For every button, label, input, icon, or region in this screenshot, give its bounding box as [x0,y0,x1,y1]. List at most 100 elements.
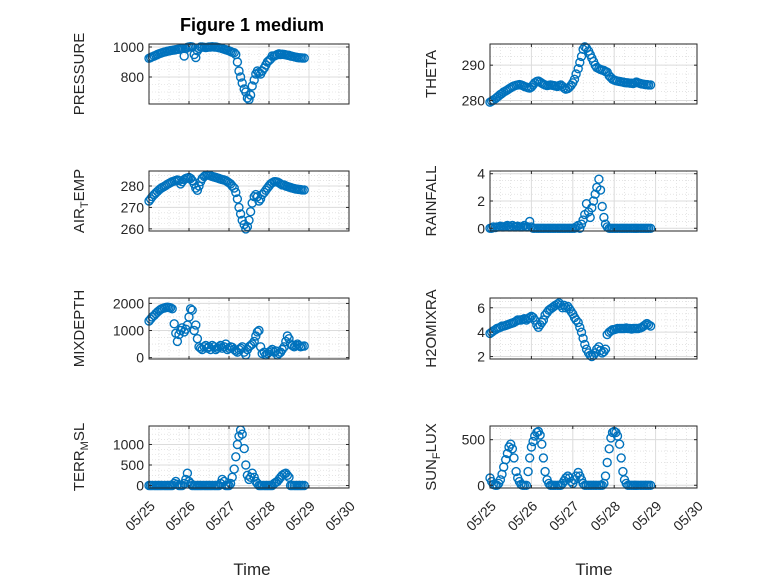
x-tick-label: 05/25 [463,498,499,534]
x-tick-label: 05/28 [242,498,278,534]
data-point [149,189,159,200]
data-point [169,319,179,329]
data-point [535,430,545,440]
y-tick-label: 4 [477,166,485,182]
data-point [573,317,583,328]
y-axis-label: TERRMSL [71,423,91,491]
data-point [224,480,234,491]
y-tick-label: 1000 [113,323,144,339]
data-point [571,69,581,79]
y-tick-label: 2 [477,193,485,209]
data-point [232,57,243,67]
data-point [245,90,256,100]
y-tick-label: 290 [462,57,486,73]
y-axis-label: PRESSURE [71,33,88,116]
x-tick-label: 05/27 [202,498,238,534]
data-point [645,223,656,234]
data-point [595,185,606,195]
data-point [247,339,257,349]
axes-box [148,297,350,360]
data-point [189,325,199,336]
data-point [525,453,535,463]
data-point [229,464,239,474]
y-tick-label: 6 [477,300,485,316]
data-point [282,470,293,480]
y-tick-label: 280 [462,92,486,108]
y-tick-label: 0 [136,350,144,366]
y-axis-label-part: MIXDEPTH [71,290,88,368]
data-point [594,174,604,184]
y-axis-label-part: M [79,441,91,450]
data-point [599,212,609,223]
subplot-pressure: 800 1000 PRESSURE [71,33,350,116]
x-axis-label-right: Time [575,560,612,579]
data-point [645,80,656,90]
data-point [523,466,533,477]
y-tick-label: 280 [121,178,145,194]
data-point [526,442,537,452]
subplot-mixdepth: 0 1000 2000 MIXDEPTH [71,290,350,368]
y-axis-label: AIRTEMP [71,169,91,233]
y-tick-label: 270 [121,199,145,215]
data-point [231,187,241,198]
y-tick-label: 0 [477,220,485,236]
y-axis-label: MIXDEPTH [71,290,88,368]
data-point [502,448,513,459]
data-point [575,57,585,68]
y-axis-label-part: SL [71,423,88,441]
data-point [172,336,183,347]
data-point [600,471,611,481]
axes-box [489,425,698,489]
data-point [645,321,656,331]
data-point [239,443,249,454]
data-point [254,325,264,336]
data-point [538,315,549,325]
data-point [495,475,506,485]
data-point [528,312,538,323]
data-point [507,444,518,454]
data-point [232,194,243,204]
data-point [532,320,542,330]
axes-box [489,43,698,105]
data-point [249,75,259,85]
data-point [580,339,590,350]
subplot-theta: 280 290 THETA [423,42,698,108]
data-point [234,66,244,76]
y-tick-label: 500 [121,457,145,473]
data-point [597,480,607,490]
subplot-terr-msl: 0 500 1000 TERRMSL 05/25 05/26 05/27 05/28 05/29… [71,423,358,534]
data-point [602,457,612,468]
data-point [224,178,234,188]
data-point [167,304,177,314]
data-point [299,185,309,195]
y-tick-label: 500 [462,432,486,448]
data-point [242,93,253,103]
data-point [528,436,538,447]
data-point [241,460,251,470]
data-point [277,344,287,355]
data-point [192,185,203,196]
y-tick-label: 800 [121,69,145,85]
data-point [252,327,263,337]
y-axis-label-part: LUX [423,423,440,452]
y-axis-label: SUNFLUX [423,423,443,491]
x-tick-label: 05/26 [504,498,540,534]
subplot-h2omixra: 2 4 6 H2OMIXRA [423,289,698,368]
data-point [299,480,309,491]
y-axis-label-part: EMP [71,169,88,202]
data-point [614,439,625,449]
y-tick-label: 260 [121,221,145,237]
data-point [587,203,597,213]
data-point [537,439,547,449]
data-point [241,224,251,234]
y-axis-label: RAINFALL [423,166,440,237]
data-point [165,303,176,313]
subplot-air-temp: 260 270 280 AIRTEMP [71,169,350,237]
data-point [234,202,244,213]
data-point [569,74,580,85]
x-axis-label-left: Time [233,560,270,579]
y-tick-label: 2000 [113,295,144,311]
data-point [191,52,201,63]
